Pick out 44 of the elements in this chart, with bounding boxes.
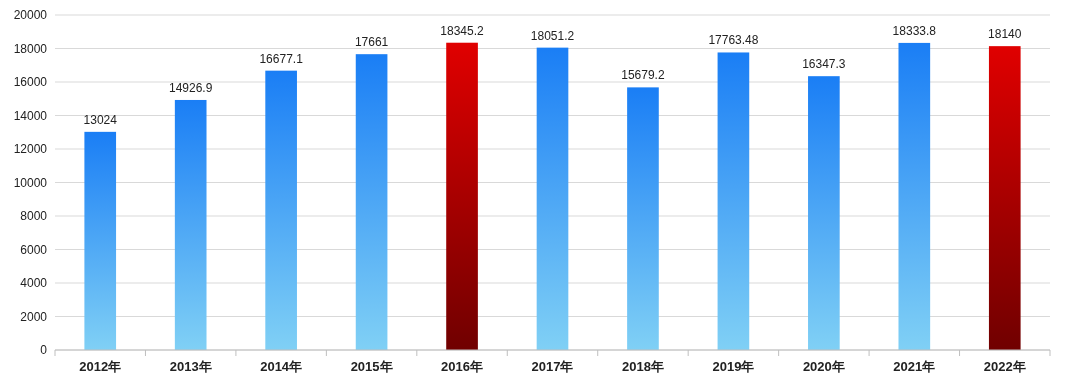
bar [265,70,297,350]
x-tick-label: 2019年 [712,359,755,374]
data-label: 17661 [354,35,389,50]
x-tick-label: 2018年 [621,359,664,374]
y-tick-label: 6000 [20,242,48,257]
bar [446,42,478,350]
data-label: 13024 [83,112,118,127]
bar [174,99,207,350]
data-label: 18333.8 [892,23,937,38]
y-tick-label: 20000 [13,8,48,22]
bar [898,42,931,350]
data-label: 18140 [988,27,1022,42]
y-tick-label: 16000 [13,75,48,89]
x-tick-label: 2020年 [802,359,845,374]
y-tick-label: 0 [40,343,48,357]
bar [988,46,1021,350]
data-label: 18345.2 [440,23,485,38]
x-tick-label: 2017年 [531,359,574,374]
y-tick-label: 14000 [13,108,48,123]
y-tick-label: 10000 [13,175,48,190]
bar [355,54,388,350]
bar [627,87,659,350]
y-tick-label: 4000 [20,276,48,290]
y-tick-label: 8000 [20,209,48,223]
data-label: 16347.3 [802,57,846,72]
data-label: 17763.48 [708,33,759,48]
x-tick-label: 2014年 [260,359,303,374]
y-tick-label: 12000 [13,142,48,156]
x-tick-label: 2022年 [983,359,1026,374]
bar [808,76,840,350]
x-tick-label: 2015年 [350,359,393,374]
y-tick-label: 2000 [20,309,48,324]
data-label: 15679.2 [621,68,665,83]
data-label: 18051.2 [530,28,575,43]
bar [536,47,569,350]
x-tick-label: 2021年 [893,359,936,374]
data-label: 14926.9 [168,80,213,95]
bar [717,52,750,350]
bar [84,131,117,350]
y-tick-label: 18000 [13,41,48,56]
x-tick-label: 2012年 [79,359,122,374]
x-tick-label: 2013年 [169,359,212,374]
x-tick-label: 2016年 [441,359,484,374]
data-label: 16677.1 [259,51,304,66]
